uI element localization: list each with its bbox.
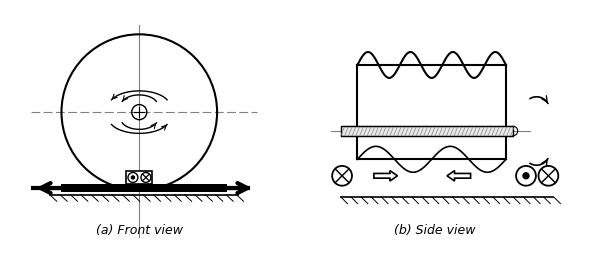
Bar bbox=[61, 184, 227, 192]
Circle shape bbox=[523, 173, 529, 179]
Bar bbox=[127, 171, 152, 184]
Text: (a) Front view: (a) Front view bbox=[96, 224, 183, 237]
Bar bbox=[341, 126, 513, 136]
Text: (b) Side view: (b) Side view bbox=[394, 224, 476, 237]
Circle shape bbox=[131, 176, 134, 179]
